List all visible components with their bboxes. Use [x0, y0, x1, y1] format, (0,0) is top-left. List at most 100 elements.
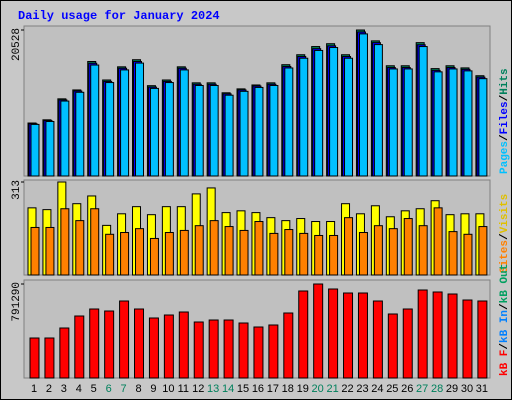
bar	[329, 47, 339, 177]
chart-title: Daily usage for January 2024	[18, 9, 220, 23]
bar	[149, 237, 159, 276]
x-tick-label: 17	[267, 383, 279, 395]
legend-entry: Sites	[499, 240, 511, 273]
x-tick-label: 30	[461, 383, 473, 395]
x-tick-label: 25	[386, 383, 398, 395]
bar	[388, 228, 398, 276]
legend-separator: /	[499, 94, 511, 101]
legend-entry: kB F	[499, 350, 511, 376]
bar	[463, 70, 473, 177]
bar	[120, 232, 130, 276]
bar	[403, 68, 413, 177]
bar	[328, 288, 339, 379]
bar	[314, 234, 324, 276]
bar	[358, 232, 368, 276]
bar	[418, 225, 428, 276]
bar	[135, 62, 145, 177]
legend-entry: Visits	[499, 194, 511, 234]
bar	[283, 312, 294, 379]
bar	[299, 232, 309, 276]
bar	[60, 208, 70, 276]
bar	[178, 311, 189, 379]
bar	[329, 234, 339, 276]
bar	[164, 232, 174, 276]
legend-entry: Hits	[499, 68, 511, 94]
x-tick-label: 13	[207, 383, 219, 395]
bar	[30, 226, 40, 276]
bar	[179, 229, 189, 276]
bar	[417, 289, 428, 379]
bar	[45, 120, 55, 177]
x-tick-label: 21	[326, 383, 338, 395]
bar	[90, 208, 100, 276]
bar	[135, 228, 145, 276]
x-tick-label: 23	[356, 383, 368, 395]
bar	[298, 290, 309, 379]
x-tick-label: 31	[476, 383, 488, 395]
legend-separator: /	[499, 343, 511, 350]
bar	[104, 310, 115, 379]
bar	[224, 226, 234, 276]
bar	[238, 322, 249, 379]
bar	[372, 300, 383, 379]
bar	[75, 91, 85, 177]
bar	[448, 68, 458, 177]
x-tick-label: 6	[106, 383, 112, 395]
bar	[418, 46, 428, 177]
bar	[74, 315, 85, 379]
bar	[44, 337, 55, 379]
legend-separator: /	[499, 303, 511, 310]
bar	[343, 292, 354, 379]
bar	[193, 321, 204, 379]
bar	[403, 218, 413, 276]
bar	[59, 327, 70, 379]
x-tick-label: 8	[135, 383, 141, 395]
bar	[45, 226, 55, 276]
bar	[433, 207, 443, 276]
x-tick-label: 29	[446, 383, 458, 395]
legend-separator: /	[499, 233, 511, 240]
legend-entry: kB Out	[499, 264, 511, 304]
bar	[269, 84, 279, 177]
y-tick-label: 791290	[11, 282, 23, 322]
bar	[299, 57, 309, 177]
legend: kB F/kB In/kB Out	[499, 264, 511, 376]
legend-separator: /	[499, 134, 511, 141]
bar	[433, 71, 443, 177]
bar	[164, 82, 174, 177]
bar	[148, 317, 159, 379]
bar	[462, 299, 473, 379]
bar	[194, 84, 204, 177]
bar	[314, 49, 324, 177]
bar	[134, 308, 145, 379]
bar	[357, 292, 368, 379]
x-tick-label: 16	[252, 383, 264, 395]
bar	[373, 44, 383, 177]
bar	[387, 313, 398, 379]
x-tick-label: 2	[46, 383, 52, 395]
bar	[373, 225, 383, 276]
bar	[163, 314, 174, 379]
x-tick-label: 28	[431, 383, 443, 395]
x-tick-label: 15	[237, 383, 249, 395]
bar	[269, 232, 279, 276]
bar	[253, 326, 264, 379]
x-tick-label: 9	[150, 383, 156, 395]
bar	[313, 283, 324, 379]
x-tick-label: 18	[282, 383, 294, 395]
bar	[402, 308, 413, 379]
x-tick-label: 24	[371, 383, 383, 395]
y-tick-label: 313	[11, 180, 23, 200]
bar	[463, 233, 473, 276]
legend-entry: kB In	[499, 310, 511, 343]
bar	[344, 57, 354, 177]
bar	[478, 78, 488, 177]
bar	[90, 64, 100, 177]
bar	[447, 293, 458, 379]
bar	[60, 100, 70, 177]
bar	[284, 67, 294, 177]
bar	[29, 337, 40, 379]
bar	[179, 69, 189, 177]
bar	[432, 291, 443, 379]
